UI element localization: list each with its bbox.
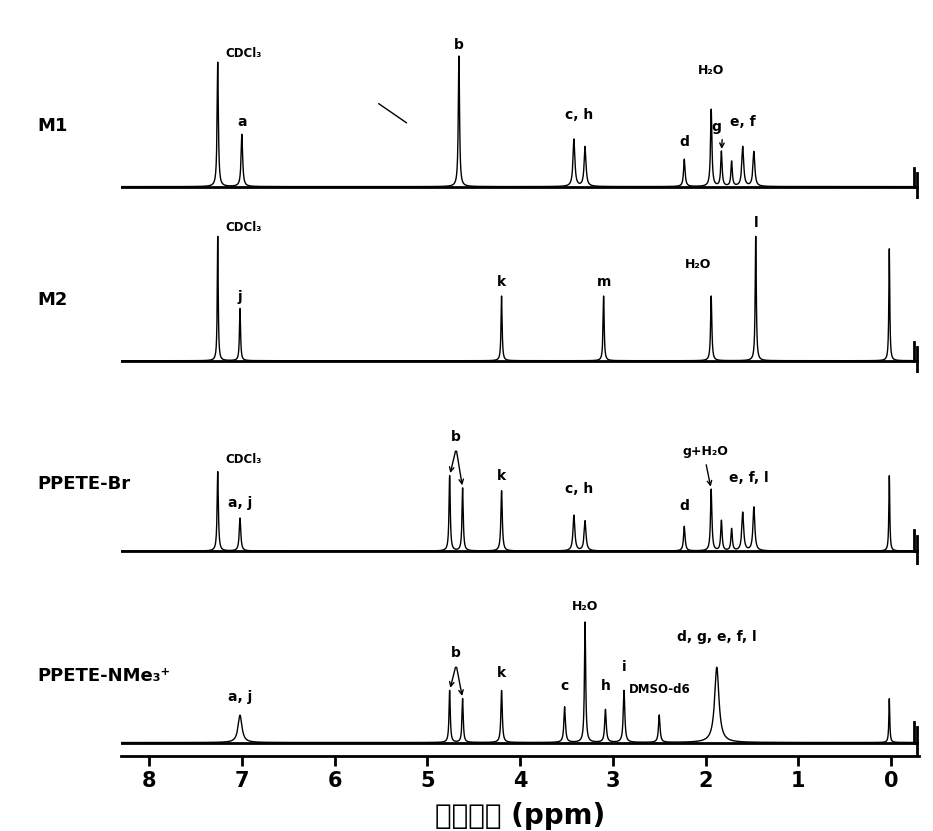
Text: c: c xyxy=(561,679,569,693)
Text: g+H₂O: g+H₂O xyxy=(683,445,729,458)
Text: l: l xyxy=(754,216,759,230)
Text: H₂O: H₂O xyxy=(685,258,711,271)
Text: j: j xyxy=(238,289,243,303)
Text: i: i xyxy=(621,660,626,674)
Text: d: d xyxy=(679,135,689,150)
Text: a, j: a, j xyxy=(228,496,252,510)
Text: e, f, l: e, f, l xyxy=(729,471,768,485)
Text: a: a xyxy=(237,116,246,130)
X-axis label: 化学位移 (ppm): 化学位移 (ppm) xyxy=(435,802,606,830)
Text: M1: M1 xyxy=(37,117,68,135)
Text: k: k xyxy=(497,274,507,288)
Text: c, h: c, h xyxy=(565,482,593,496)
Text: b: b xyxy=(454,38,464,52)
Text: m: m xyxy=(596,274,611,288)
Text: g: g xyxy=(712,120,721,135)
Text: e, f: e, f xyxy=(730,116,756,130)
Text: c, h: c, h xyxy=(565,108,593,122)
Text: b: b xyxy=(452,430,461,445)
Text: CDCl₃: CDCl₃ xyxy=(225,453,261,466)
Text: d, g, e, f, l: d, g, e, f, l xyxy=(677,630,757,644)
Text: CDCl₃: CDCl₃ xyxy=(225,47,261,60)
Text: H₂O: H₂O xyxy=(698,64,724,77)
Text: PPETE-Br: PPETE-Br xyxy=(37,475,131,494)
Text: d: d xyxy=(679,499,689,513)
Text: b: b xyxy=(452,647,461,661)
Text: a, j: a, j xyxy=(228,691,252,704)
Text: H₂O: H₂O xyxy=(572,599,598,612)
Text: k: k xyxy=(497,666,507,680)
Text: DMSO-d6: DMSO-d6 xyxy=(629,683,690,696)
Text: PPETE-NMe₃⁺: PPETE-NMe₃⁺ xyxy=(37,666,171,685)
Text: M2: M2 xyxy=(37,291,68,309)
Text: h: h xyxy=(601,679,610,693)
Text: k: k xyxy=(497,469,507,483)
Text: CDCl₃: CDCl₃ xyxy=(225,221,261,234)
